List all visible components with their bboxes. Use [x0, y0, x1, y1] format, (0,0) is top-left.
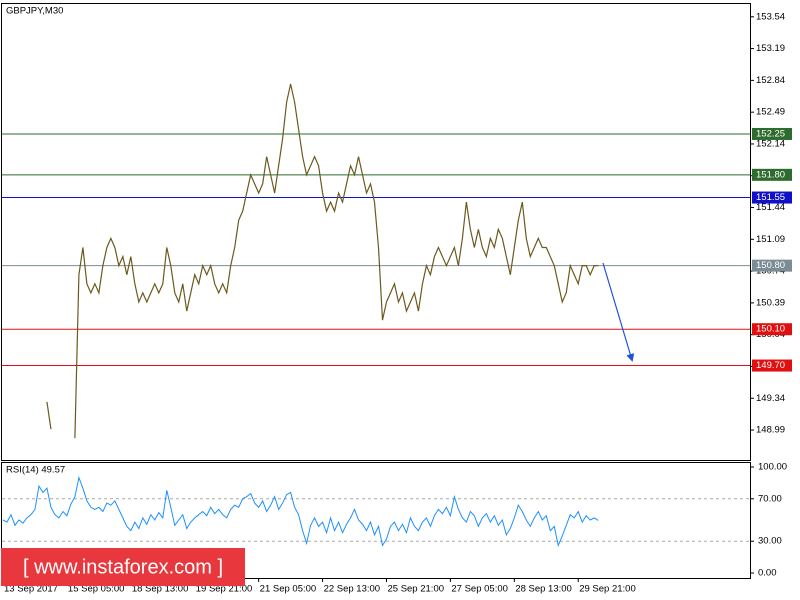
y-tick-label: 153.54: [756, 11, 785, 22]
price-panel: [1, 3, 751, 461]
price-line: [46, 83, 599, 439]
forecast-arrow: [602, 262, 635, 362]
x-tick-label: 22 Sep 13:00: [324, 584, 381, 595]
rsi-tick-label: 0.00: [758, 568, 777, 579]
watermark-box: [1, 548, 245, 586]
x-tick-label: 13 Sep 2017: [4, 584, 58, 595]
level-label-box: [752, 323, 792, 336]
x-tick-label: 29 Sep 21:00: [579, 584, 636, 595]
x-tick-label: 18 Sep 13:00: [132, 584, 189, 595]
level-label: 150.10: [756, 324, 785, 335]
level-label: 151.80: [756, 169, 785, 180]
chart-title: GBPJPY,M30: [6, 6, 63, 17]
level-label-box: [752, 191, 792, 204]
x-tick-label: 15 Sep 05:00: [68, 584, 125, 595]
level-label: 152.25: [756, 128, 785, 139]
y-tick-label: 153.19: [756, 43, 785, 54]
rsi-tick-label: 100.00: [758, 462, 787, 473]
level-label: 149.70: [756, 360, 785, 371]
price-layer: 153.54153.19152.84152.49152.14151.79151.…: [2, 11, 792, 439]
rsi-title: RSI(14) 49.57: [6, 465, 65, 476]
level-label-box: [752, 168, 792, 181]
y-tick-label: 151.44: [756, 202, 785, 213]
x-tick-label: 19 Sep 21:00: [196, 584, 253, 595]
watermark: [ www.instaforex.com ]: [23, 556, 223, 578]
x-tick-label: 27 Sep 05:00: [451, 584, 508, 595]
y-tick-label: 151.09: [756, 234, 785, 245]
level-label-box: [752, 259, 792, 272]
level-label-box: [752, 359, 792, 372]
x-tick-label: 21 Sep 05:00: [260, 584, 317, 595]
y-tick-label: 148.99: [756, 425, 785, 436]
rsi-tick-label: 70.00: [758, 493, 782, 504]
rsi-panel: [1, 462, 751, 579]
y-tick-label: 150.39: [756, 297, 785, 308]
level-label: 150.80: [756, 260, 785, 271]
y-tick-label: 152.84: [756, 75, 785, 86]
rsi-layer: 100.00 70.00 30.00 0.00 13 Sep 2017 15 Sep 05…: [2, 462, 787, 595]
level-label-box: [752, 127, 792, 140]
x-tick-label: 25 Sep 21:00: [387, 584, 444, 595]
rsi-line: [2, 475, 599, 548]
level-label: 151.55: [756, 192, 785, 203]
y-tick-label: 152.49: [756, 107, 785, 118]
y-tick-label: 152.14: [756, 138, 785, 149]
x-tick-label: 28 Sep 13:00: [515, 584, 572, 595]
y-tick-label: 149.34: [756, 393, 785, 404]
rsi-tick-label: 30.00: [758, 536, 782, 547]
